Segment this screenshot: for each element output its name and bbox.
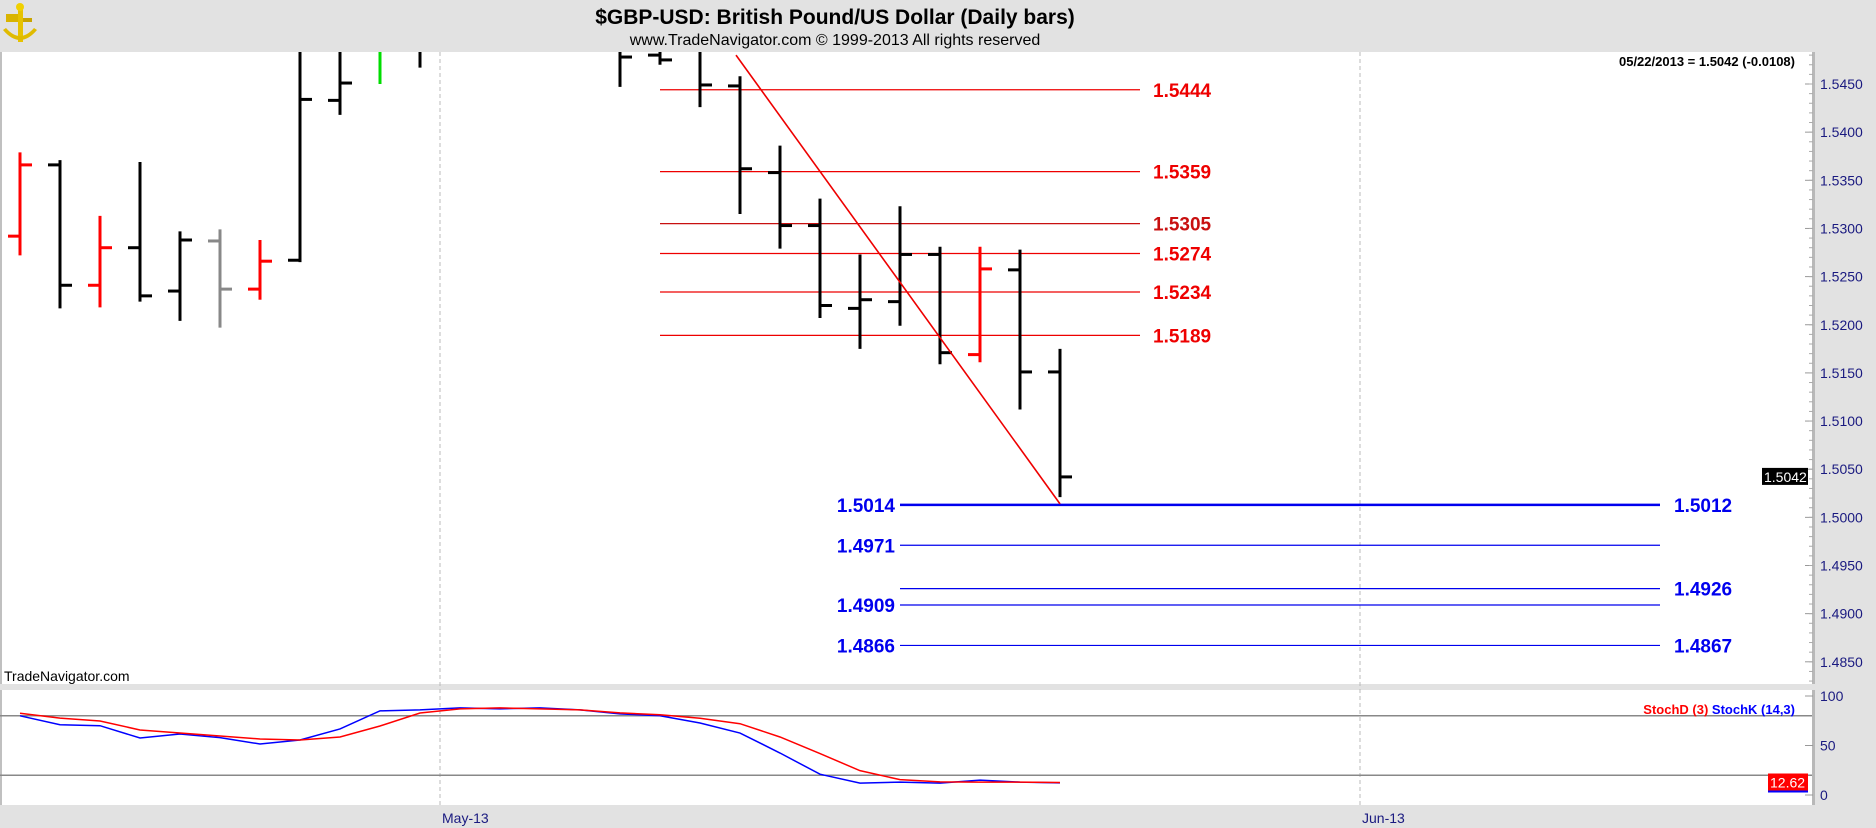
price-tick-label: 1.5400 [1820, 124, 1863, 140]
ohlc-bar [648, 52, 672, 65]
stoch-k-marker [1768, 790, 1808, 793]
ohlc-bar [848, 254, 872, 349]
ohlc-bar [1008, 249, 1032, 410]
stoch-line-d [19, 707, 1061, 784]
date-tick-label: Jun-13 [1362, 810, 1405, 826]
price-tick-label: 1.5100 [1820, 413, 1863, 429]
price-tick-label: 1.5200 [1820, 317, 1863, 333]
fib-levels: 1.5444 1.5359 1.5305 1.5274 1.5234 1.5189 1.50… [660, 81, 1732, 657]
retracement-label: 1.5305 [1153, 215, 1212, 236]
stochastic-panel: 100 50 0 StochD (3) StochK (14,3) 12.62 [0, 688, 1844, 803]
ohlc-bar [378, 52, 382, 84]
header-bar [0, 0, 1876, 52]
chart-title: $GBP-USD: British Pound/US Dollar (Daily… [595, 6, 1075, 29]
watermark-text: TradeNavigator.com [4, 668, 130, 684]
projection-label-right: 1.5012 [1674, 496, 1732, 517]
panel-separator [0, 684, 1815, 690]
downtrend-line [735, 54, 1061, 505]
stoch-legend: StochD (3) StochK (14,3) [1643, 702, 1795, 717]
price-tick-label: 1.5000 [1820, 509, 1863, 525]
ohlc-bar [808, 198, 832, 319]
ohlc-bar [288, 52, 312, 263]
ohlc-bar [618, 52, 632, 87]
stoch-tick-label: 0 [1820, 787, 1828, 803]
price-tick-label: 1.5300 [1820, 220, 1863, 236]
price-tick-label: 1.5150 [1820, 365, 1863, 381]
ohlc-bar [728, 76, 752, 215]
last-price-tag: 1.5042 [1764, 469, 1807, 485]
ohlc-bar [168, 231, 192, 321]
projection-label-right: 1.4867 [1674, 636, 1732, 657]
date-axis [0, 805, 1876, 828]
ohlc-bar [208, 229, 232, 328]
ohlc-bar [1048, 348, 1072, 498]
retracement-label: 1.5274 [1153, 244, 1212, 265]
stoch-value-tag: 12.62 [1770, 775, 1805, 791]
date-axis-labels: May-13 Jun-13 [442, 810, 1405, 826]
stoch-tick-label: 50 [1820, 738, 1836, 754]
date-tick-label: May-13 [442, 810, 489, 826]
ohlc-bar [768, 145, 792, 249]
projection-label-left: 1.5014 [837, 496, 896, 517]
projection-label-left: 1.4866 [837, 636, 895, 657]
stoch-value-tag-bg [1768, 773, 1808, 791]
price-axis: 1.5450 1.5400 1.5350 1.5300 1.5250 1.5200 1.51… [1762, 54, 1863, 682]
ohlc-bar [418, 52, 422, 68]
retracement-label: 1.5189 [1153, 326, 1211, 347]
projection-label-left: 1.4909 [837, 596, 895, 617]
price-tick-label: 1.5450 [1820, 76, 1863, 92]
ohlc-bar [328, 52, 352, 115]
legend-stochk: StochK (14,3) [1712, 702, 1795, 717]
ohlc-bar [248, 240, 272, 300]
retracement-label: 1.5444 [1153, 81, 1212, 102]
last-price-tag-bg [1762, 467, 1808, 485]
ohlc-bar [968, 246, 992, 363]
stoch-line-k [19, 707, 1061, 784]
legend-stochd: StochD (3) [1643, 702, 1708, 717]
price-tick-label: 1.5050 [1820, 461, 1863, 477]
stoch-tick-label: 100 [1820, 688, 1844, 704]
retracement-label: 1.5359 [1153, 163, 1211, 184]
price-tick-label: 1.5350 [1820, 172, 1863, 188]
price-tick-label: 1.4900 [1820, 606, 1863, 622]
ohlc-bar [698, 52, 712, 108]
ohlc-bar [888, 206, 912, 326]
price-tick-label: 1.4950 [1820, 558, 1863, 574]
ohlc-bar [48, 160, 72, 309]
projection-label-left: 1.4971 [837, 536, 896, 557]
ohlc-bars [8, 52, 1072, 498]
projection-label-right: 1.4926 [1674, 580, 1732, 601]
price-tick-label: 1.5250 [1820, 269, 1863, 285]
retracement-label: 1.5234 [1153, 283, 1212, 304]
tradenavigator-logo [3, 3, 37, 42]
ohlc-bar [88, 215, 112, 308]
trendline [735, 54, 1061, 505]
last-quote-readout: 05/22/2013 = 1.5042 (-0.0108) [1619, 54, 1795, 69]
price-tick-label: 1.4850 [1820, 654, 1863, 670]
price-axis-gutter [1815, 52, 1876, 828]
chart-subtitle: www.TradeNavigator.com © 1999-2013 All r… [629, 32, 1041, 49]
ohlc-bar [128, 162, 152, 302]
ohlc-bar [8, 152, 32, 256]
